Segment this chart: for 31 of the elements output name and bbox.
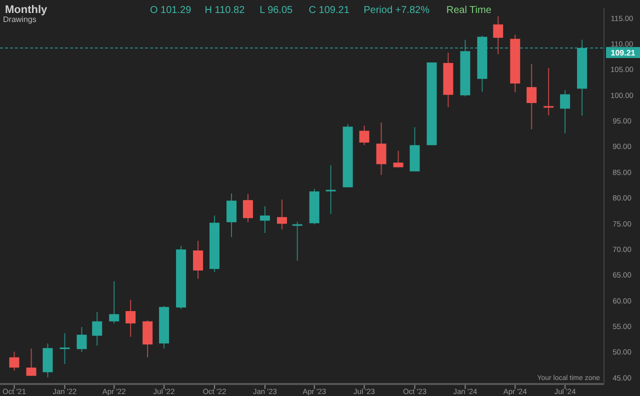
- candlestick: [226, 192, 237, 238]
- candlestick: [276, 199, 287, 230]
- candlestick: [493, 16, 504, 55]
- candlestick: [92, 312, 102, 346]
- annotation: L 96.05: [260, 5, 294, 16]
- candlestick: [76, 326, 87, 353]
- annotation: O 101.29: [150, 5, 192, 16]
- candlestick: [142, 320, 153, 358]
- candlestick: [126, 299, 136, 338]
- candlestick: [359, 125, 370, 146]
- annotation: Period +7.82%: [364, 5, 430, 16]
- ref-line-label: 109.21: [610, 48, 636, 58]
- candlestick: [193, 240, 204, 280]
- candlestick: [326, 164, 336, 214]
- annotation: C 109.21: [308, 5, 350, 16]
- chart-title: Monthly: [5, 4, 48, 16]
- candlestick: [109, 280, 120, 324]
- candlestick: [526, 63, 537, 130]
- candlestick: [260, 206, 270, 234]
- candlestick: [26, 348, 36, 376]
- candlestick: [376, 122, 386, 176]
- candlestick: [393, 150, 404, 168]
- candlestick: [242, 193, 253, 223]
- candlestick: [9, 351, 20, 372]
- candlestick: [544, 68, 554, 116]
- annotation: H 110.82: [204, 5, 246, 16]
- candlestick: [60, 332, 70, 364]
- candlestick: [292, 221, 302, 262]
- candlestick: [560, 90, 570, 134]
- annotation: Real Time: [446, 5, 492, 16]
- annotation: Drawings: [3, 15, 36, 24]
